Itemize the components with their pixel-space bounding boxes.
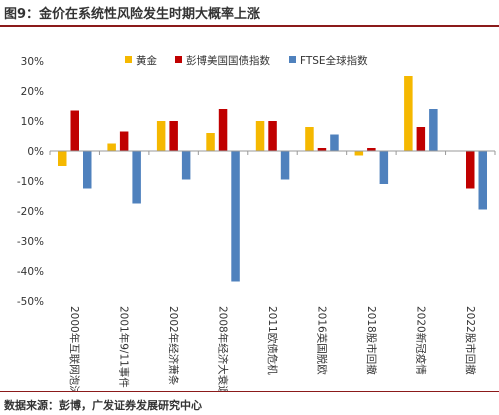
y-tick-label: -40% — [17, 266, 44, 278]
legend-label-bond: 彭博美国国债指数 — [186, 54, 270, 67]
bar-ftse-2 — [181, 151, 191, 180]
legend-swatch-bond — [175, 56, 182, 63]
bar-bond-0 — [70, 110, 79, 151]
bar-ftse-8 — [478, 151, 487, 210]
bar-ftse-6 — [379, 151, 389, 184]
y-tick-label: -50% — [17, 296, 44, 308]
x-axis: 2000年互联网泡沫 2001年9/11事件 2002年经济萧条 2008年经济大衰退… — [49, 150, 496, 392]
x-tick-label: 2008年经济大衰退 — [217, 306, 230, 392]
legend: 黄金 彭博美国国债指数 FTSE全球指数 — [125, 54, 368, 67]
bar-gold-6 — [354, 151, 364, 156]
bar-gold-0 — [58, 151, 67, 166]
x-tick-label: 2022股市回撤 — [464, 306, 477, 375]
bottom-rule — [0, 391, 499, 392]
y-tick-label: 0% — [27, 146, 44, 158]
bar-ftse-5 — [330, 134, 339, 151]
x-tick-label: 2016英国脱欧 — [315, 306, 328, 375]
legend-label-ftse: FTSE全球指数 — [300, 54, 368, 67]
bar-bond-8 — [466, 151, 475, 189]
bar-bond-2 — [169, 121, 178, 151]
bar-gold-4 — [255, 121, 265, 151]
y-tick-label: -30% — [17, 236, 44, 248]
bar-ftse-7 — [429, 109, 438, 151]
x-tick-label: 2020新冠疫情 — [414, 306, 427, 375]
bar-bond-6 — [367, 148, 376, 151]
bar-bond-7 — [416, 127, 426, 151]
bar-chart: 黄金 彭博美国国债指数 FTSE全球指数 30% 20% 10% 0% -10% -20% -3… — [17, 54, 496, 392]
x-tick-label: 2002年经济萧条 — [167, 306, 180, 386]
y-tick-label: 20% — [21, 86, 44, 98]
source-note: 数据来源：彭博，广发证券发展研究中心 — [4, 399, 202, 412]
y-axis: 30% 20% 10% 0% -10% -20% -30% -40% -50% — [17, 56, 44, 308]
x-tick-label: 2011欧债危机 — [266, 306, 279, 375]
x-tick-label: 2000年互联网泡沫 — [68, 306, 81, 392]
y-tick-label: -20% — [17, 206, 44, 218]
bar-bond-5 — [317, 148, 327, 151]
figure-title: 图9：金价在系统性风险发生时期大概率上涨 — [4, 7, 261, 22]
bar-bond-4 — [268, 121, 277, 151]
y-tick-label: -10% — [17, 176, 44, 188]
x-tick-label: 2001年9/11事件 — [118, 306, 131, 388]
bar-ftse-1 — [132, 151, 141, 204]
legend-label-gold: 黄金 — [136, 54, 157, 67]
bar-gold-2 — [156, 121, 166, 151]
bars — [58, 76, 487, 282]
bar-bond-1 — [119, 131, 129, 151]
bar-ftse-0 — [83, 151, 92, 189]
bar-ftse-4 — [280, 151, 290, 180]
bar-gold-5 — [305, 127, 314, 151]
y-tick-label: 10% — [21, 116, 44, 128]
legend-swatch-gold — [125, 56, 132, 63]
bar-bond-3 — [218, 109, 228, 151]
legend-swatch-ftse — [289, 56, 296, 63]
bar-gold-1 — [107, 143, 116, 151]
title-rule — [0, 25, 499, 27]
x-tick-label: 2018股市回撤 — [365, 306, 378, 375]
y-tick-label: 30% — [21, 56, 44, 68]
bar-gold-7 — [404, 76, 413, 151]
bar-ftse-3 — [231, 151, 240, 282]
bar-gold-3 — [206, 133, 215, 151]
